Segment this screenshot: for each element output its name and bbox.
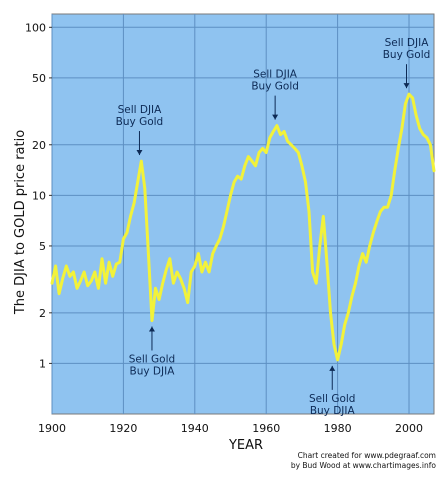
annotation-text: Sell DJIA — [118, 104, 163, 116]
annotation-arrowhead — [148, 326, 155, 332]
series-layer — [50, 92, 436, 362]
annotation-text: Buy DJIA — [130, 366, 176, 378]
y-tick-label: 5 — [39, 240, 46, 253]
y-tick-label: 100 — [25, 21, 46, 34]
x-tick-label: 2000 — [395, 422, 423, 435]
annotation-text: Buy Gold — [251, 81, 299, 93]
annotation-text: Sell DJIA — [253, 69, 298, 81]
credit-line-2: by Bud Wood at www.chartimages.info — [291, 461, 437, 470]
plot-area — [51, 13, 435, 415]
tick-labels: 1900 1920 1940 1960 1980 2000 1 2 5 10 20 50 100 — [25, 21, 423, 435]
annotation-text: Sell DJIA — [385, 37, 430, 49]
annotation-text: Sell Gold — [309, 393, 355, 405]
x-tick-label: 1960 — [252, 422, 280, 435]
annotation-arrowhead — [403, 83, 410, 89]
y-axis-title: The DJIA to GOLD price ratio — [13, 130, 28, 315]
y-tick-label: 2 — [39, 307, 46, 320]
x-tick-label: 1900 — [38, 422, 66, 435]
annotation-arrowhead — [272, 114, 279, 120]
annotation-text: Buy Gold — [116, 116, 164, 128]
gridlines — [51, 14, 434, 414]
x-tick-label: 1920 — [109, 422, 137, 435]
series-line — [50, 92, 436, 362]
annotation-text: Buy Gold — [383, 49, 431, 61]
annotation-arrowhead — [136, 150, 143, 156]
annotation-text: Sell Gold — [129, 354, 175, 366]
annotation-arrowhead — [329, 365, 336, 371]
x-axis-title: YEAR — [228, 438, 263, 453]
y-tick-label: 10 — [32, 189, 46, 202]
y-tick-label: 1 — [39, 357, 46, 370]
y-tick-label: 50 — [32, 72, 46, 85]
annotation-text: Buy DJIA — [310, 405, 356, 417]
y-tick-label: 20 — [32, 139, 46, 152]
x-tick-label: 1980 — [324, 422, 352, 435]
credit-line-1: Chart created for www.pdegraaf.com — [298, 451, 436, 460]
x-tick-label: 1940 — [181, 422, 209, 435]
